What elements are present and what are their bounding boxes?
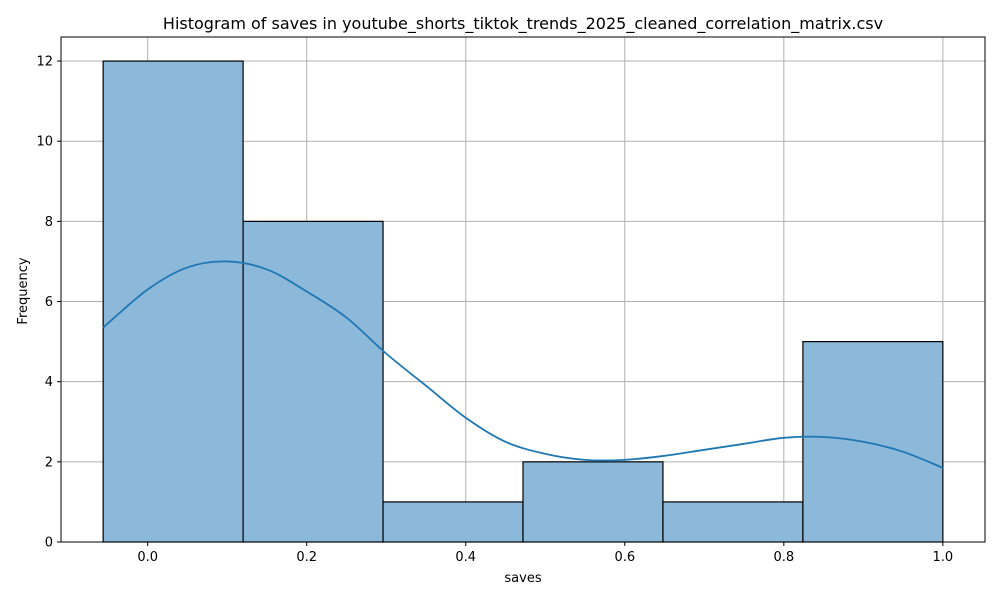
x-tick-label: 0.8	[773, 550, 794, 565]
chart-title: Histogram of saves in youtube_shorts_tik…	[163, 14, 883, 34]
y-tick-label: 12	[36, 55, 53, 70]
histogram-bar	[662, 501, 804, 543]
y-axis-ticks: 0 2 4 6 8 10 12	[36, 55, 61, 551]
x-tick-label: 0.0	[137, 550, 158, 565]
x-tick-label: 1.0	[933, 550, 954, 565]
x-tick-label: 0.2	[296, 550, 317, 565]
histogram-bars	[102, 60, 944, 543]
kde-curve	[102, 260, 944, 469]
y-tick-label: 8	[45, 215, 53, 230]
histogram-bar	[102, 60, 244, 543]
x-axis-label: saves	[504, 571, 541, 586]
y-axis-label: Frequency	[16, 257, 31, 324]
y-tick-label: 0	[45, 536, 53, 551]
y-tick-label: 6	[45, 295, 53, 310]
x-tick-label: 0.4	[455, 550, 476, 565]
plot-frame	[60, 36, 986, 543]
histogram-bar	[802, 341, 944, 543]
y-tick-label: 2	[45, 455, 53, 470]
x-axis-ticks: 0.0 0.2 0.4 0.6 0.8 1.0	[137, 542, 953, 565]
y-tick-label: 10	[36, 135, 53, 150]
histogram-bar	[242, 220, 384, 543]
histogram-bar	[382, 501, 524, 543]
y-tick-label: 4	[45, 375, 53, 390]
x-tick-label: 0.6	[614, 550, 635, 565]
kde-line	[102, 260, 944, 469]
histogram-bar	[522, 461, 664, 543]
